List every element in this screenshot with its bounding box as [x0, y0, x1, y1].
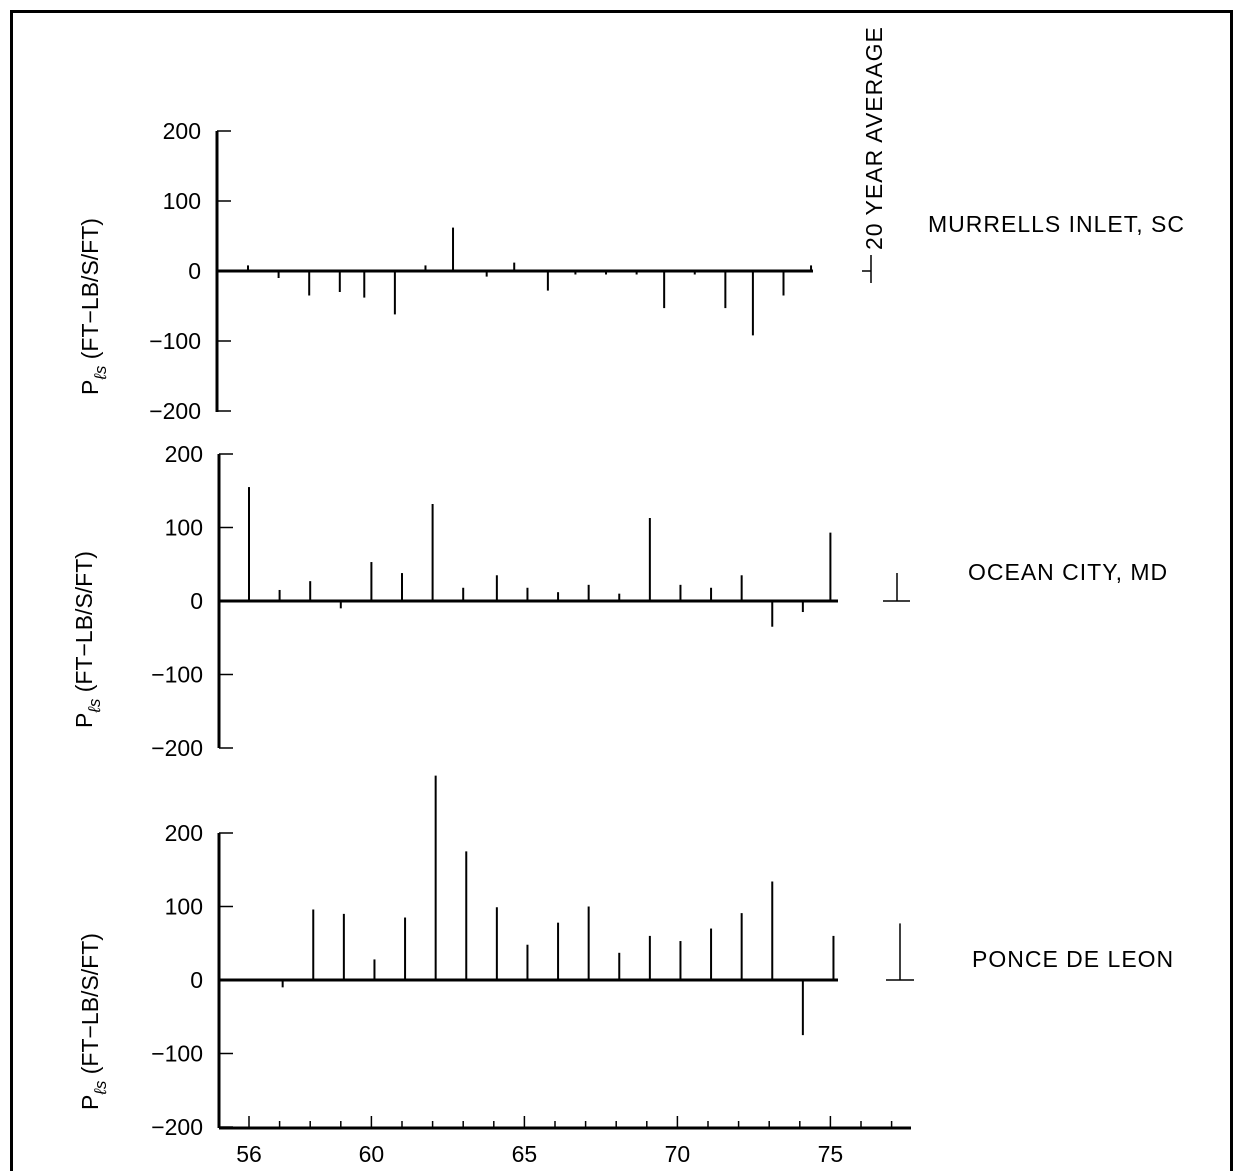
x-tick-label: 65 — [512, 1141, 538, 1167]
y-tick-label: −100 — [151, 662, 203, 688]
svg-text:Pℓs (FT−LB/S/FT): Pℓs (FT−LB/S/FT) — [77, 933, 110, 1110]
y-tick-label: −100 — [151, 1041, 203, 1067]
bars — [249, 487, 830, 627]
site-label: OCEAN CITY, MD — [968, 559, 1168, 585]
y-tick-label: 0 — [190, 588, 203, 614]
y-tick-label: −200 — [151, 735, 203, 761]
y-tick-label: −200 — [151, 1114, 203, 1140]
y-tick-label: −200 — [149, 398, 201, 424]
y-axis-label: Pℓs (FT−LB/S/FT) — [77, 218, 110, 395]
y-tick-label: −100 — [149, 328, 201, 354]
legend-label: 20 YEAR AVERAGE — [861, 26, 887, 250]
x-tick-label: 60 — [359, 1141, 385, 1167]
panel-murrells-inlet: Pℓs (FT−LB/S/FT) 200 100 0 −100 −200 MURRELL… — [77, 26, 1185, 424]
bars — [283, 776, 834, 1035]
x-tick-labels: 56 60 65 70 75 — [236, 1141, 843, 1167]
average-legend: 20 YEAR AVERAGE — [861, 26, 887, 250]
site-label: MURRELLS INLET, SC — [928, 211, 1185, 237]
x-tick-label: 70 — [665, 1141, 691, 1167]
y-tick-label: 100 — [165, 894, 203, 920]
y-tick-labels: 200 100 0 −100 −200 — [151, 441, 203, 761]
svg-text:Pℓs (FT−LB/S/FT): Pℓs (FT−LB/S/FT) — [77, 218, 110, 395]
panel-ponce-de-leon: Pℓs (FT−LB/S/FT) 200 100 0 −100 −200 56 60 65 7… — [77, 776, 1174, 1167]
y-axis-label: Pℓs (FT−LB/S/FT) — [71, 551, 104, 728]
y-tick-label: 0 — [188, 258, 201, 284]
x-tick-label: 75 — [818, 1141, 844, 1167]
y-tick-labels: 200 100 0 −100 −200 — [149, 118, 201, 424]
panel-ocean-city: Pℓs (FT−LB/S/FT) 200 100 0 −100 −200 OCEAN C… — [71, 441, 1168, 761]
y-tick-label: 200 — [165, 441, 203, 467]
y-tick-label: 100 — [165, 515, 203, 541]
y-axis-label: Pℓs (FT−LB/S/FT) — [77, 933, 110, 1110]
svg-text:Pℓs (FT−LB/S/FT): Pℓs (FT−LB/S/FT) — [71, 551, 104, 728]
site-label: PONCE DE LEON — [972, 946, 1174, 972]
y-tick-label: 100 — [163, 188, 201, 214]
bars — [248, 228, 811, 336]
y-tick-label: 200 — [165, 820, 203, 846]
x-tick-label: 56 — [236, 1141, 262, 1167]
y-tick-labels: 200 100 0 −100 −200 — [151, 820, 203, 1140]
y-tick-label: 200 — [163, 118, 201, 144]
y-tick-label: 0 — [190, 967, 203, 993]
